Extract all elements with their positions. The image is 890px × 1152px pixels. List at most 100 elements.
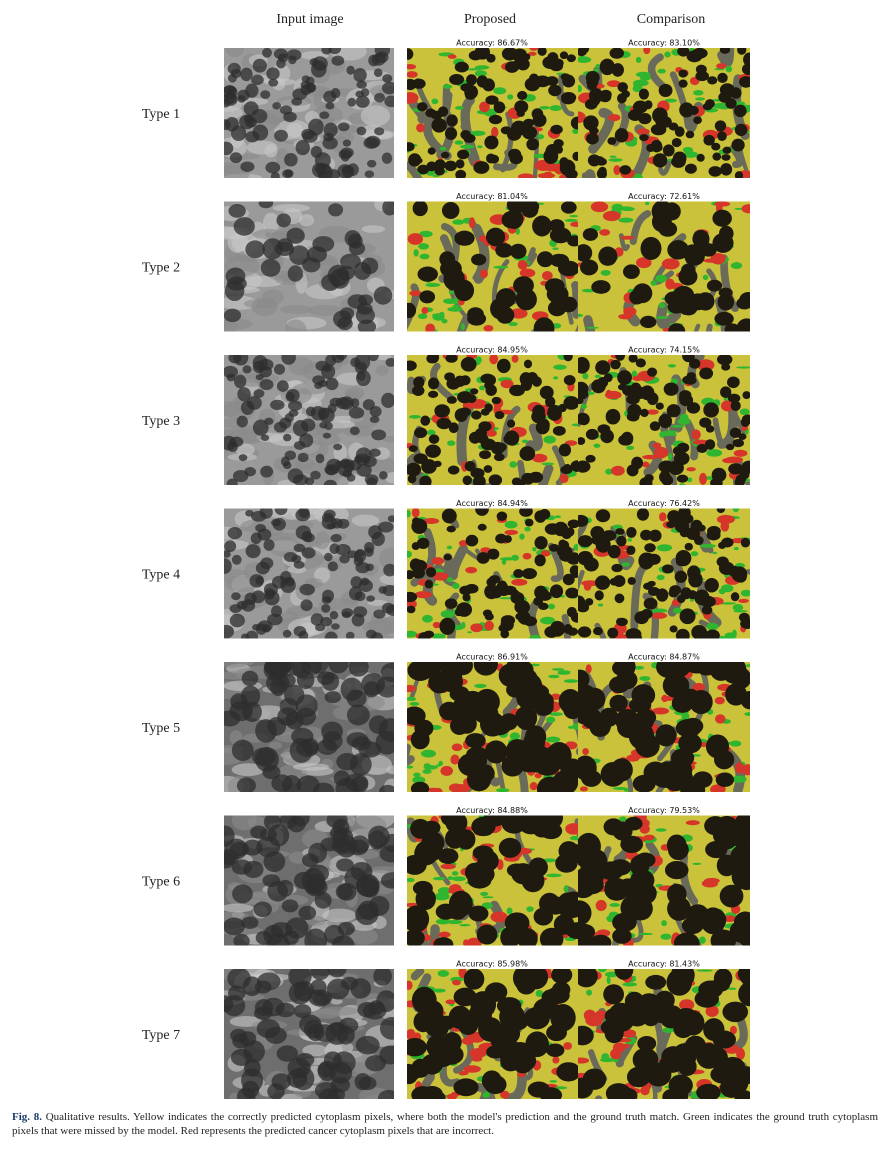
accuracy-label: Accuracy: 81.43% <box>628 960 700 969</box>
nucleus <box>382 201 394 216</box>
missed-region <box>548 674 560 679</box>
nucleus <box>425 444 441 458</box>
nucleus <box>346 473 356 482</box>
nucleus <box>722 1001 749 1023</box>
nucleus <box>454 230 475 246</box>
missed-region <box>438 760 443 766</box>
missed-region <box>467 631 472 634</box>
nucleus <box>578 900 592 926</box>
nucleus <box>276 58 286 69</box>
nucleus <box>719 884 744 908</box>
caption-label: Fig. 8. <box>12 1111 42 1123</box>
missed-region <box>552 247 559 250</box>
nucleus <box>671 137 682 148</box>
image-content <box>407 662 578 792</box>
missed-region <box>667 452 673 461</box>
background-region <box>594 1095 603 1099</box>
accuracy-label: Accuracy: 72.61% <box>628 192 700 201</box>
nucleus <box>578 357 590 374</box>
nucleus <box>708 166 722 177</box>
background-region <box>460 95 480 164</box>
incorrect-region <box>583 1009 596 1022</box>
nucleus <box>684 662 709 674</box>
nucleus <box>668 323 686 332</box>
nucleus <box>704 577 719 593</box>
nucleus <box>681 1010 705 1036</box>
nucleus <box>328 662 349 674</box>
nucleus <box>447 465 460 475</box>
nucleus <box>715 772 735 787</box>
background-region <box>558 72 575 117</box>
nucleus <box>563 355 573 362</box>
stroma <box>360 105 391 127</box>
nucleus <box>246 395 262 410</box>
nucleus <box>672 446 683 456</box>
nucleus <box>324 552 333 562</box>
missed-region <box>593 443 601 448</box>
nucleus <box>734 123 748 137</box>
incorrect-region <box>411 508 420 518</box>
nucleus <box>460 357 477 372</box>
background-region <box>679 852 699 906</box>
nucleus <box>609 694 628 712</box>
nucleus <box>533 907 554 926</box>
background-region <box>729 144 744 169</box>
nucleus <box>624 816 643 831</box>
nucleus <box>428 434 440 444</box>
image-content <box>407 815 578 946</box>
background-region <box>651 1082 658 1099</box>
nucleus <box>515 288 537 311</box>
nucleus <box>271 518 281 527</box>
nucleus <box>585 598 594 606</box>
nucleus <box>721 537 734 548</box>
row-label: Type 3 <box>142 414 180 429</box>
nucleus <box>255 623 267 635</box>
nucleus <box>362 1002 387 1020</box>
nucleus <box>737 48 747 55</box>
nucleus <box>563 463 572 473</box>
nucleus <box>500 617 514 632</box>
nucleus <box>685 1035 706 1055</box>
incorrect-region <box>423 518 440 525</box>
missed-region <box>452 304 460 307</box>
missed-region <box>655 274 668 283</box>
nucleus <box>371 429 387 441</box>
nucleus <box>335 397 351 410</box>
nucleus <box>407 474 417 484</box>
nucleus <box>437 848 459 865</box>
stroma <box>367 599 388 606</box>
nucleus <box>457 753 484 777</box>
incorrect-region <box>651 612 668 619</box>
nucleus <box>586 132 599 145</box>
nucleus <box>325 355 337 367</box>
nucleus <box>563 699 578 720</box>
missed-region <box>551 668 565 671</box>
nucleus <box>325 377 339 391</box>
incorrect-region <box>742 764 750 776</box>
nucleus <box>324 421 333 430</box>
nucleus <box>669 585 682 595</box>
nucleus <box>327 561 338 572</box>
missed-region <box>440 610 455 619</box>
nucleus <box>362 399 375 411</box>
missed-region <box>418 243 430 250</box>
stroma <box>361 225 386 233</box>
nucleus <box>743 52 750 67</box>
nucleus <box>255 930 273 945</box>
incorrect-region <box>407 71 418 78</box>
nucleus <box>667 883 687 905</box>
missed-region <box>474 683 487 688</box>
nucleus <box>598 166 607 176</box>
nucleus <box>224 540 237 553</box>
missed-region <box>612 787 628 790</box>
nucleus <box>379 784 394 792</box>
nucleus <box>454 61 469 73</box>
nucleus <box>305 873 326 895</box>
incorrect-region <box>736 1047 746 1060</box>
nucleus <box>595 509 611 523</box>
nucleus <box>245 240 265 259</box>
nucleus <box>418 632 431 639</box>
nucleus <box>251 74 264 86</box>
incorrect-region <box>637 128 650 135</box>
nucleus <box>355 1035 380 1055</box>
